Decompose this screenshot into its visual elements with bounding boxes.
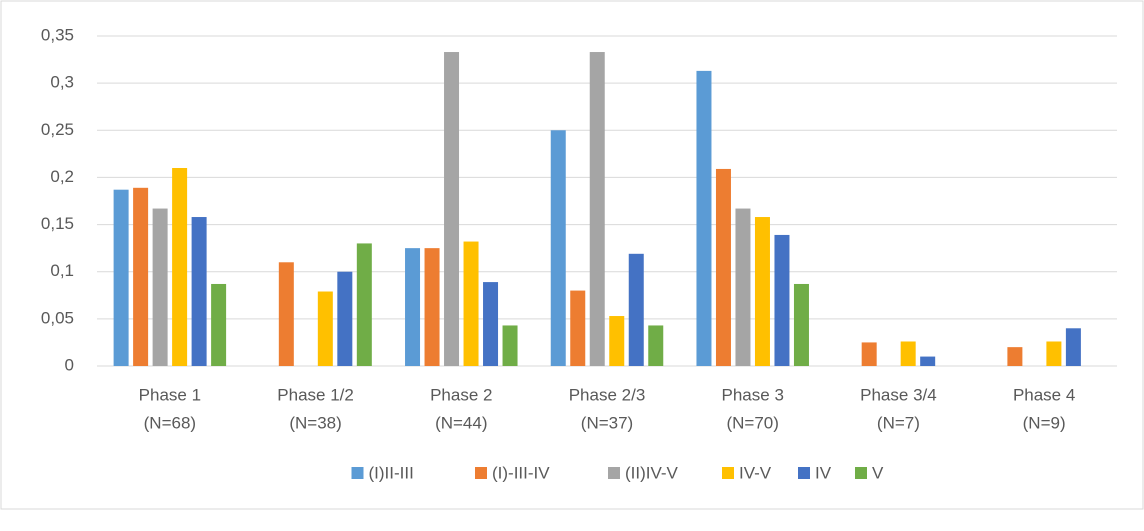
y-tick-label: 0 — [65, 355, 74, 374]
bar — [648, 325, 664, 366]
x-tick-label: Phase 1 — [139, 385, 201, 404]
bar — [696, 70, 712, 366]
bar — [444, 52, 460, 367]
bar — [609, 316, 625, 366]
legend-label: IV — [815, 463, 832, 482]
x-tick-label: (N=68) — [144, 413, 196, 432]
bar — [317, 291, 333, 366]
bar — [356, 243, 372, 366]
bar — [424, 248, 440, 366]
legend-swatch — [798, 467, 810, 479]
legend-label: (II)IV-V — [625, 463, 679, 482]
bar — [793, 283, 809, 366]
x-tick-label: Phase 2 — [430, 385, 492, 404]
x-tick-label: (N=7) — [877, 413, 920, 432]
bar — [754, 217, 770, 366]
bar — [735, 208, 751, 366]
bar — [774, 234, 790, 366]
x-tick-label: Phase 3 — [722, 385, 784, 404]
x-tick-label: Phase 4 — [1013, 385, 1075, 404]
bar — [900, 341, 916, 366]
x-tick-label: (N=38) — [289, 413, 341, 432]
bar — [483, 282, 499, 366]
bar — [920, 356, 936, 366]
bar — [191, 217, 207, 366]
bar — [589, 52, 605, 367]
bar — [337, 271, 353, 366]
bar — [570, 290, 586, 366]
legend-label: IV-V — [739, 463, 772, 482]
bar — [152, 208, 168, 366]
bar — [1065, 328, 1081, 366]
x-tick-label: Phase 2/3 — [569, 385, 646, 404]
bar — [1046, 341, 1062, 366]
bar — [628, 253, 644, 366]
bar — [550, 130, 566, 366]
chart-frame — [0, 0, 1144, 510]
bar — [861, 342, 877, 366]
y-tick-label: 0,05 — [41, 308, 74, 327]
y-tick-label: 0,35 — [41, 25, 74, 44]
x-tick-label: (N=9) — [1023, 413, 1066, 432]
x-tick-label: Phase 1/2 — [277, 385, 354, 404]
y-tick-label: 0,15 — [41, 214, 74, 233]
bar — [113, 189, 129, 366]
bar — [211, 283, 227, 366]
x-tick-label: (N=37) — [581, 413, 633, 432]
x-tick-label: Phase 3/4 — [860, 385, 937, 404]
legend-swatch — [475, 467, 487, 479]
x-tick-label: (N=70) — [726, 413, 778, 432]
bar — [502, 325, 518, 366]
bar — [278, 262, 294, 366]
legend-swatch — [351, 467, 364, 479]
legend-swatch — [722, 467, 734, 479]
y-tick-label: 0,25 — [41, 120, 74, 139]
bar — [172, 168, 188, 366]
bar — [405, 248, 421, 366]
y-tick-label: 0,2 — [50, 167, 74, 186]
legend-swatch — [855, 467, 867, 479]
y-tick-label: 0,3 — [50, 73, 74, 92]
bar — [1007, 347, 1023, 366]
bar — [133, 187, 149, 366]
legend-label: (I)II-III — [369, 463, 414, 482]
y-tick-label: 0,1 — [50, 261, 74, 280]
legend-label: V — [872, 463, 884, 482]
x-tick-label: (N=44) — [435, 413, 487, 432]
legend-swatch — [608, 467, 620, 479]
bar — [715, 168, 731, 366]
legend-label: (I)-III-IV — [492, 463, 550, 482]
bar — [463, 241, 479, 366]
